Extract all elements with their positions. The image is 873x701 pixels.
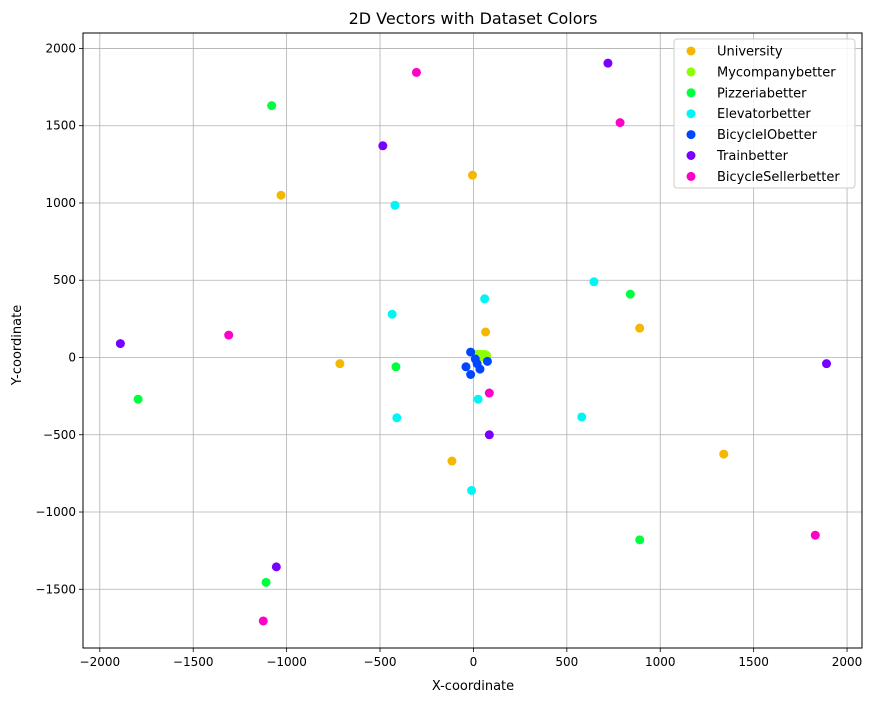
data-point-bicyclesellerbetter <box>258 616 268 626</box>
data-point-trainbetter <box>115 339 125 349</box>
legend-marker <box>686 109 696 119</box>
y-tick-label: 500 <box>53 273 76 287</box>
y-tick-label: −1500 <box>35 582 76 596</box>
data-point-bicycleiobetter <box>470 354 480 364</box>
data-point-university <box>481 327 491 337</box>
data-point-elevatorbetter <box>589 277 599 287</box>
legend-label: BicycleSellerbetter <box>717 170 840 185</box>
legend-label: BicycleIObetter <box>717 128 818 143</box>
chart-title: 2D Vectors with Dataset Colors <box>349 9 598 28</box>
legend-label: University <box>717 45 783 60</box>
data-point-elevatorbetter <box>392 413 402 423</box>
x-tick-label: 2000 <box>832 655 863 669</box>
y-axis-label: Y-coordinate <box>10 305 25 386</box>
y-tick-label: 2000 <box>45 41 76 55</box>
x-tick-label: 1000 <box>645 655 676 669</box>
x-tick-label: −500 <box>364 655 397 669</box>
data-point-pizzeriabetter <box>133 394 143 404</box>
x-tick-label: −2000 <box>80 655 121 669</box>
plot-frame <box>82 32 863 649</box>
data-point-bicycleiobetter <box>461 362 471 372</box>
legend-marker <box>686 67 696 77</box>
data-point-trainbetter <box>378 141 388 151</box>
legend-marker <box>686 130 696 140</box>
data-point-university <box>719 449 729 459</box>
legend-box <box>673 38 856 189</box>
data-point-bicycleiobetter <box>466 369 476 379</box>
data-point-university <box>335 359 345 369</box>
x-axis-label: X-coordinate <box>432 679 514 694</box>
legend-marker <box>686 171 696 181</box>
x-tick-label: 0 <box>470 655 478 669</box>
data-point-bicyclesellerbetter <box>224 330 234 340</box>
axis-ticks: −2000 −1500 −1000 −500 0 500 1000 1500 2000 −1500… <box>35 41 862 669</box>
data-point-bicyclesellerbetter <box>484 388 494 398</box>
data-point-bicycleiobetter <box>466 347 476 357</box>
data-point-bicyclesellerbetter <box>411 67 421 77</box>
x-tick-label: 1500 <box>738 655 769 669</box>
legend: University Mycompanybetter Pizzeriabetter E… <box>673 38 856 189</box>
data-point-bicyclesellerbetter <box>615 118 625 128</box>
data-points <box>115 58 832 626</box>
x-tick-label: −1000 <box>266 655 307 669</box>
data-point-trainbetter <box>484 430 494 440</box>
data-point-elevatorbetter <box>467 485 477 495</box>
data-point-bicycleiobetter <box>475 364 485 374</box>
data-point-pizzeriabetter <box>625 289 635 299</box>
data-point-university <box>468 170 477 180</box>
legend-marker <box>686 46 696 56</box>
x-tick-label: 500 <box>555 655 578 669</box>
legend-marker <box>686 151 696 160</box>
data-point-bicycleiobetter <box>482 356 492 366</box>
legend-label: Pizzeriabetter <box>717 86 807 101</box>
data-point-trainbetter <box>271 562 281 572</box>
data-point-pizzeriabetter <box>261 577 271 587</box>
data-point-university <box>276 190 286 200</box>
legend-label: Mycompanybetter <box>717 65 836 80</box>
data-point-elevatorbetter <box>387 309 397 319</box>
legend-label: Elevatorbetter <box>717 107 811 122</box>
data-point-bicyclesellerbetter <box>810 530 820 540</box>
y-tick-label: −500 <box>43 428 76 442</box>
y-tick-label: 1500 <box>45 119 76 133</box>
data-point-pizzeriabetter <box>267 101 277 111</box>
data-point-elevatorbetter <box>473 394 483 404</box>
legend-label: Trainbetter <box>716 149 789 164</box>
y-tick-label: 1000 <box>45 196 76 210</box>
data-point-trainbetter <box>603 58 613 68</box>
data-point-elevatorbetter <box>577 412 587 422</box>
data-point-elevatorbetter <box>390 200 400 210</box>
data-point-elevatorbetter <box>480 294 490 304</box>
y-tick-label: 0 <box>68 350 76 364</box>
data-point-pizzeriabetter <box>635 535 645 545</box>
data-point-trainbetter <box>822 359 832 369</box>
data-point-pizzeriabetter <box>391 362 401 372</box>
legend-marker <box>686 88 696 98</box>
data-point-university <box>447 456 457 466</box>
x-tick-label: −1500 <box>173 655 214 669</box>
data-point-university <box>635 323 645 333</box>
y-tick-label: −1000 <box>35 505 76 519</box>
